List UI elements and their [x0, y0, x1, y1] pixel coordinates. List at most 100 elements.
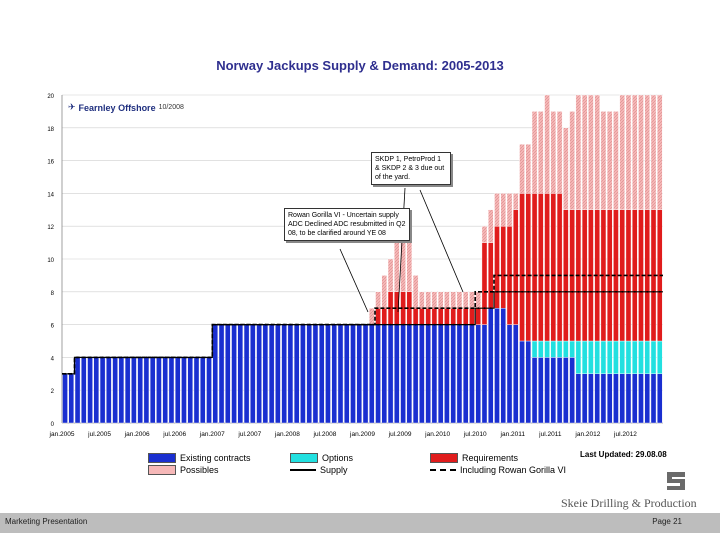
bar-existing	[531, 357, 538, 424]
bar-existing	[250, 324, 256, 424]
legend-possibles-swatch	[148, 465, 176, 475]
legend-options-label: Options	[322, 453, 354, 463]
bar-existing	[124, 357, 131, 424]
supply-point	[233, 323, 236, 326]
bar-possibles	[619, 94, 625, 211]
bar-requirements	[494, 225, 500, 309]
bar-existing	[362, 324, 369, 424]
bar-existing	[444, 324, 450, 424]
legend-requirements: Requirements	[430, 453, 518, 463]
bar-requirements	[425, 308, 431, 325]
bar-existing	[143, 357, 150, 424]
supply-point	[627, 290, 630, 293]
bar-existing	[657, 373, 663, 424]
supply-point	[358, 323, 361, 326]
bar-existing	[412, 324, 419, 424]
supply-point	[658, 290, 661, 293]
supply-point	[458, 323, 461, 326]
x-tick-label: jul.2012	[613, 431, 637, 438]
bar-existing	[394, 324, 400, 424]
bar-existing	[356, 324, 363, 424]
y-tick-label: 14	[47, 192, 54, 198]
bar-existing	[312, 324, 319, 424]
bar-existing	[600, 373, 607, 424]
bar-existing	[638, 373, 644, 424]
bar-existing	[243, 324, 250, 424]
bar-existing	[406, 324, 413, 424]
supply-point	[421, 323, 423, 326]
legend-requirements-label: Requirements	[462, 453, 519, 463]
bar-existing	[106, 357, 112, 424]
bar-existing	[93, 357, 100, 424]
bar-existing	[156, 357, 162, 424]
supply-point	[452, 323, 455, 326]
supply-point	[446, 323, 448, 326]
bar-requirements	[375, 308, 381, 325]
supply-point	[145, 356, 148, 359]
bar-possibles	[569, 111, 575, 211]
legend-supply-label: Supply	[320, 465, 348, 475]
bar-possibles	[412, 275, 419, 309]
bar-requirements	[488, 242, 494, 309]
x-tick-label: jan.2007	[199, 431, 225, 438]
bar-existing	[281, 324, 287, 424]
bar-existing	[162, 357, 168, 424]
bar-existing	[556, 357, 563, 424]
x-tick-label: jul.2008	[313, 431, 337, 438]
bar-existing	[581, 373, 588, 424]
bar-possibles	[406, 242, 413, 293]
callout-skdp: SKDP 1, PetroProd 1 & SKDP 2 & 3 due out…	[371, 152, 451, 185]
x-tick-label: jul.2010	[463, 431, 487, 438]
bar-possibles	[369, 308, 375, 325]
footer-bar	[0, 513, 720, 533]
bar-possibles	[456, 291, 463, 309]
bar-existing	[475, 324, 481, 424]
bar-possibles	[375, 291, 381, 309]
bar-existing	[231, 324, 237, 424]
bar-possibles	[556, 111, 563, 194]
footer-left-text: Marketing Presentation	[5, 517, 88, 526]
bar-options	[600, 340, 607, 374]
bar-possibles	[657, 94, 663, 211]
company-name: Skeie Drilling & Production	[561, 496, 697, 510]
bar-requirements	[469, 308, 475, 325]
bar-possibles	[613, 111, 619, 211]
bar-existing	[68, 373, 75, 424]
y-tick-label: 20	[47, 94, 54, 100]
bar-existing	[650, 373, 657, 424]
fearnley-icon: ✈	[68, 102, 76, 112]
bar-existing	[381, 324, 388, 424]
bar-existing	[325, 324, 331, 424]
bar-possibles	[488, 209, 494, 243]
x-tick-label: jan.2011	[500, 431, 526, 438]
bar-existing	[337, 324, 344, 424]
supply-point	[540, 290, 542, 293]
bar-possibles	[513, 193, 519, 210]
footer-page-number: Page 21	[652, 517, 682, 526]
supply-point	[621, 290, 624, 293]
supply-point	[558, 290, 561, 293]
supply-point	[408, 323, 411, 326]
bar-requirements	[437, 308, 444, 325]
bar-existing	[462, 324, 469, 424]
supply-point	[396, 323, 398, 326]
bar-possibles	[606, 111, 613, 211]
bar-existing	[506, 324, 513, 424]
bar-options	[588, 340, 594, 374]
bar-existing	[168, 357, 175, 424]
supply-point	[377, 323, 380, 326]
bar-existing	[419, 324, 425, 424]
bar-possibles	[575, 94, 582, 211]
bar-possibles	[650, 94, 657, 211]
bar-possibles	[588, 94, 594, 211]
bar-possibles	[437, 291, 444, 309]
bar-possibles	[387, 258, 394, 292]
bar-existing	[550, 357, 557, 424]
legend-existing-swatch	[148, 453, 176, 463]
bar-possibles	[550, 111, 557, 194]
x-tick-label: jul.2006	[162, 431, 186, 438]
bar-options	[556, 340, 563, 358]
bar-existing	[112, 357, 118, 424]
callout-skdp-pointer	[419, 189, 464, 293]
bar-requirements	[481, 242, 488, 325]
